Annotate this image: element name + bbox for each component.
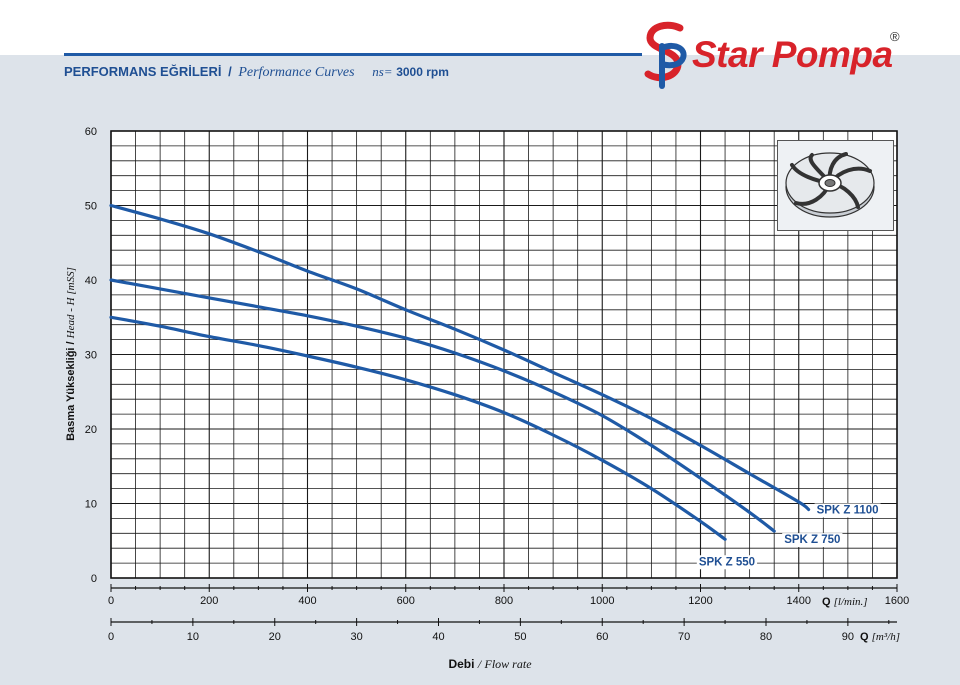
x-axis-label: Debi / Flow rate <box>448 657 532 671</box>
series-label: SPK Z 750 <box>784 534 840 546</box>
title-turkish: PERFORMANS EĞRİLERİ <box>64 64 222 79</box>
y-tick-label: 30 <box>85 350 97 362</box>
y-axis-label-english: Head - H [mSS] <box>65 267 77 339</box>
x-tick-label-m3h: 0 <box>108 631 114 643</box>
series-label: SPK Z 1100 <box>817 504 879 516</box>
x-axis-m3h-prefix: Q <box>860 631 869 643</box>
x-axis-label-turkish: Debi <box>448 657 474 671</box>
x-axis-lmin-unit-text: [l/min.] <box>834 596 868 608</box>
title-separator: / <box>228 64 232 79</box>
registered-mark: ® <box>890 29 900 44</box>
x-axis-m3h-ticks: 0 10 20 30 40 50 60 70 80 90 <box>108 618 897 643</box>
x-tick-label-m3h: 90 <box>842 631 854 643</box>
speed-symbol: ns= <box>372 64 393 79</box>
y-tick-label: 20 <box>85 424 97 436</box>
x-tick-label-lmin: 800 <box>495 595 513 607</box>
series-line <box>109 278 776 533</box>
x-tick-label-lmin: 400 <box>298 595 316 607</box>
series-labels: SPK Z 1100 SPK Z 750 SPK Z 550 <box>696 503 881 570</box>
x-tick-label-m3h: 20 <box>269 631 281 643</box>
y-tick-label: 0 <box>91 573 97 585</box>
x-tick-label-lmin: 0 <box>108 595 114 607</box>
header-rule <box>64 53 642 56</box>
y-tick-label: 40 <box>85 275 97 287</box>
impeller-illustration <box>777 140 894 231</box>
series-label: SPK Z 550 <box>699 556 755 568</box>
plot-frame <box>110 130 898 579</box>
series-line <box>109 203 811 512</box>
y-tick-label: 60 <box>85 126 97 138</box>
page-heading: PERFORMANS EĞRİLERİ / Performance Curves… <box>64 64 449 81</box>
sp-monogram-icon <box>644 21 687 89</box>
x-axis-lmin-unit: Q [l/min.] <box>822 596 868 608</box>
x-axis-lmin-ticks: 0 200 400 600 800 1000 1200 1400 1600 <box>108 584 909 607</box>
x-axis-label-separator: / <box>477 657 483 671</box>
x-tick-label-lmin: 1000 <box>590 595 614 607</box>
x-tick-label-m3h: 60 <box>596 631 608 643</box>
impeller-icon <box>785 152 875 218</box>
x-tick-label-m3h: 10 <box>187 631 199 643</box>
x-tick-label-lmin: 600 <box>397 595 415 607</box>
x-tick-label-m3h: 70 <box>678 631 690 643</box>
x-tick-label-m3h: 40 <box>432 631 444 643</box>
brand-logo: Star Pompa ® <box>640 20 920 90</box>
series-label-bg <box>782 533 843 548</box>
series-group <box>109 203 811 541</box>
y-axis-label-turkish: Basma Yüksekliği / <box>65 341 77 440</box>
series-line <box>109 315 727 541</box>
brand-name: Star Pompa <box>692 34 893 75</box>
x-tick-label-m3h: 80 <box>760 631 772 643</box>
series-label-bg <box>814 503 881 518</box>
plot-border <box>110 130 898 579</box>
y-tick-label: 10 <box>85 499 97 511</box>
y-axis-label: Basma Yüksekliği / Head - H [mSS] <box>65 267 77 441</box>
title-english: Performance Curves <box>238 65 355 80</box>
x-axis-m3h-unit-text: [m³/h] <box>872 631 900 643</box>
x-axis-label-english: Flow rate <box>484 657 533 671</box>
x-tick-label-lmin: 1600 <box>885 595 909 607</box>
x-tick-label-m3h: 30 <box>351 631 363 643</box>
x-axis-m3h-unit: Q [m³/h] <box>860 631 900 643</box>
y-tick-label: 50 <box>85 201 97 213</box>
x-tick-label-lmin: 1400 <box>787 595 811 607</box>
y-axis-ticks: 0 10 20 30 40 50 60 <box>85 126 97 585</box>
x-tick-label-lmin: 1200 <box>688 595 712 607</box>
series-label-bg <box>696 555 758 570</box>
speed-value: 3000 rpm <box>396 65 449 79</box>
x-tick-label-lmin: 200 <box>200 595 218 607</box>
x-axis-lmin-prefix: Q <box>822 596 831 608</box>
x-tick-label-m3h: 50 <box>514 631 526 643</box>
